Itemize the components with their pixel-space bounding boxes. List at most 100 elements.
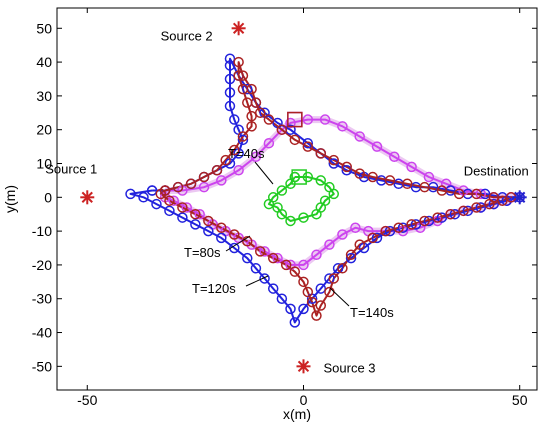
asterisk-stroke — [232, 22, 245, 34]
point-t-40s — [298, 212, 309, 223]
point-t-120s — [259, 273, 270, 284]
point-t-80s — [475, 188, 487, 200]
point-t-140s — [354, 168, 365, 179]
point-t-40s — [315, 175, 327, 186]
point-t-120s — [224, 100, 236, 112]
point-t-140s — [471, 188, 482, 200]
point-t-120s — [125, 188, 136, 200]
point-t-120s — [345, 252, 357, 264]
point-t-80s — [354, 131, 365, 142]
y-tick-label: 0 — [44, 189, 52, 205]
point-t-140s — [216, 222, 227, 233]
y-axis-label: y(m) — [2, 185, 18, 213]
point-t-140s — [233, 56, 244, 68]
point-t-120s — [237, 134, 249, 146]
point-t-80s — [319, 114, 331, 125]
point-t-120s — [216, 232, 227, 244]
series-line-t-40s — [267, 176, 335, 222]
marker-source-2 — [231, 21, 246, 36]
point-t-80s — [216, 175, 227, 186]
point-t-140s — [367, 232, 378, 244]
asterisk-stroke — [81, 191, 93, 203]
point-t-80s — [302, 114, 314, 125]
point-t-140s — [302, 141, 314, 152]
point-t-120s — [250, 263, 262, 274]
point-t-140s — [280, 259, 292, 271]
point-t-80s — [324, 239, 335, 250]
point-t-140s — [471, 202, 482, 213]
point-t-140s — [393, 222, 404, 233]
point-t-120s — [298, 303, 309, 315]
point-t-140s — [164, 195, 175, 206]
point-t-80s — [263, 137, 275, 149]
point-t-40s — [272, 202, 283, 213]
point-t-120s — [276, 293, 288, 304]
y-tick-label: -10 — [32, 223, 52, 239]
point-t-140s — [484, 198, 495, 210]
marker-source-3 — [296, 359, 311, 374]
point-t-140s — [367, 171, 378, 183]
y-tick-label: -40 — [32, 325, 52, 341]
point-t-140s — [211, 165, 223, 176]
point-t-140s — [233, 70, 244, 81]
point-t-120s — [488, 198, 500, 210]
point-t-120s — [324, 273, 335, 284]
point-t-140s — [341, 161, 352, 173]
point-t-120s — [423, 215, 435, 227]
point-t-40s — [289, 171, 301, 183]
marker-label-destination: Destination — [464, 163, 529, 178]
point-t-80s — [337, 121, 348, 132]
point-t-140s — [432, 212, 443, 223]
annotation-leader-t-120s — [245, 275, 269, 287]
point-t-120s — [229, 242, 240, 254]
point-t-80s — [250, 151, 262, 162]
point-t-120s — [203, 225, 214, 237]
y-tick-label: 50 — [36, 20, 52, 36]
marker-destination — [512, 190, 527, 205]
point-t-120s — [177, 212, 188, 223]
point-t-80s — [311, 249, 322, 261]
point-t-120s — [332, 263, 344, 274]
point-t-140s — [328, 154, 340, 166]
point-t-140s — [302, 286, 314, 298]
point-t-120s — [138, 192, 149, 203]
point-t-80s — [259, 246, 270, 257]
point-t-80s — [285, 117, 296, 129]
point-t-120s — [164, 205, 175, 217]
marker-source-1 — [80, 190, 95, 205]
point-t-80s — [298, 259, 309, 271]
point-t-80s — [181, 202, 192, 213]
point-t-40s — [302, 171, 314, 183]
x-tick-label: -50 — [77, 392, 97, 408]
square-marker-t-140s — [287, 111, 303, 128]
point-t-80s — [371, 141, 383, 152]
point-t-120s — [242, 252, 253, 264]
point-t-140s — [237, 131, 249, 142]
marker-label-source-2: Source 2 — [161, 28, 213, 43]
point-t-80s — [194, 208, 205, 220]
point-t-120s — [341, 165, 352, 176]
y-tick-label: 20 — [36, 122, 52, 138]
point-t-140s — [276, 124, 288, 135]
point-t-120s — [462, 205, 474, 217]
point-t-120s — [302, 137, 314, 149]
point-t-140s — [380, 225, 391, 237]
point-t-40s — [267, 192, 279, 203]
point-t-140s — [337, 263, 348, 274]
point-t-120s — [371, 232, 383, 244]
point-t-80s — [337, 229, 348, 240]
point-t-140s — [406, 219, 417, 230]
point-t-140s — [246, 83, 257, 95]
point-t-120s — [224, 73, 236, 85]
point-t-120s — [475, 202, 487, 213]
point-t-120s — [436, 212, 448, 223]
point-t-140s — [311, 310, 322, 321]
point-t-140s — [497, 195, 508, 206]
point-t-120s — [410, 219, 422, 230]
point-t-120s — [242, 83, 253, 95]
point-t-140s — [453, 188, 465, 200]
point-t-120s — [289, 317, 301, 328]
annotation-t-40s: T=40s — [228, 146, 265, 161]
point-t-40s — [311, 208, 322, 220]
annotation-leader-t-80s — [225, 235, 251, 252]
